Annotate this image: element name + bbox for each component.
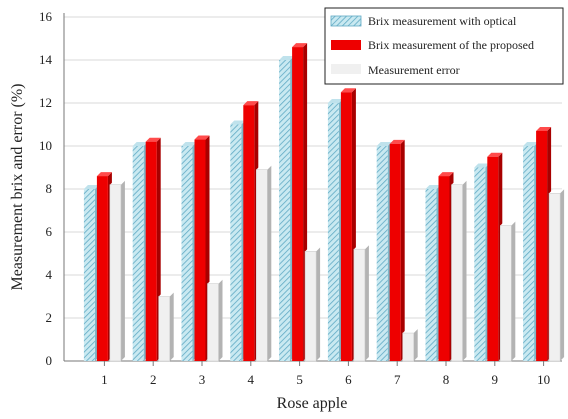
x-tick-label: 1 [101, 372, 108, 387]
x-tick-label: 7 [394, 372, 401, 387]
bar-error [109, 180, 125, 362]
bar-error [207, 279, 223, 362]
x-tick-label: 3 [199, 372, 206, 387]
legend-label-error: Measurement error [368, 63, 460, 77]
x-tick-label: 5 [296, 372, 303, 387]
y-axis-title: Measurement brix and error (%) [9, 83, 26, 290]
legend-swatch-error [331, 64, 361, 74]
bar-optical [523, 142, 539, 361]
bar-optical [132, 142, 148, 361]
bar-error [402, 329, 418, 362]
bar-error [353, 245, 369, 362]
legend-box [324, 7, 564, 85]
bar-error [548, 189, 565, 362]
bar-optical [181, 142, 197, 361]
x-tick-label: 8 [443, 372, 450, 387]
legend-swatch-proposed [331, 40, 361, 50]
y-tick-label: 10 [39, 138, 52, 153]
y-tick-label: 16 [39, 9, 53, 24]
bar-optical [230, 120, 246, 361]
y-tick-label: 14 [39, 52, 53, 67]
y-tick-label: 4 [46, 267, 53, 282]
bar-error [304, 247, 321, 362]
y-tick-label: 6 [46, 224, 53, 239]
x-tick-label: 4 [248, 372, 255, 387]
x-tick-label: 6 [345, 372, 352, 387]
bars [83, 43, 565, 362]
bar-optical [327, 99, 343, 361]
y-tick-label: 2 [46, 310, 53, 325]
legend-label-proposed: Brix measurement of the proposed [368, 38, 534, 52]
bar-optical [474, 163, 490, 361]
legend-label-optical: Brix measurement with optical [368, 14, 517, 28]
bar-optical [376, 142, 392, 361]
bar-proposed [389, 139, 405, 361]
x-tick-label: 2 [150, 372, 157, 387]
y-tick-label: 0 [46, 353, 53, 368]
bar-optical [425, 185, 441, 361]
x-tick-label: 9 [492, 372, 499, 387]
bar-error [499, 221, 516, 362]
bar-optical [279, 56, 295, 361]
bar-error [451, 180, 467, 362]
legend-swatch-optical [330, 15, 362, 27]
legend: Brix measurement with optical Brix measu… [324, 7, 564, 85]
bar-error [158, 292, 174, 362]
x-tick-label: 10 [537, 372, 550, 387]
y-tick-label: 8 [46, 181, 53, 196]
x-axis-title: Rose apple [277, 395, 348, 412]
bar-optical [83, 185, 99, 361]
bar-error [255, 165, 272, 362]
y-tick-label: 12 [39, 95, 52, 110]
